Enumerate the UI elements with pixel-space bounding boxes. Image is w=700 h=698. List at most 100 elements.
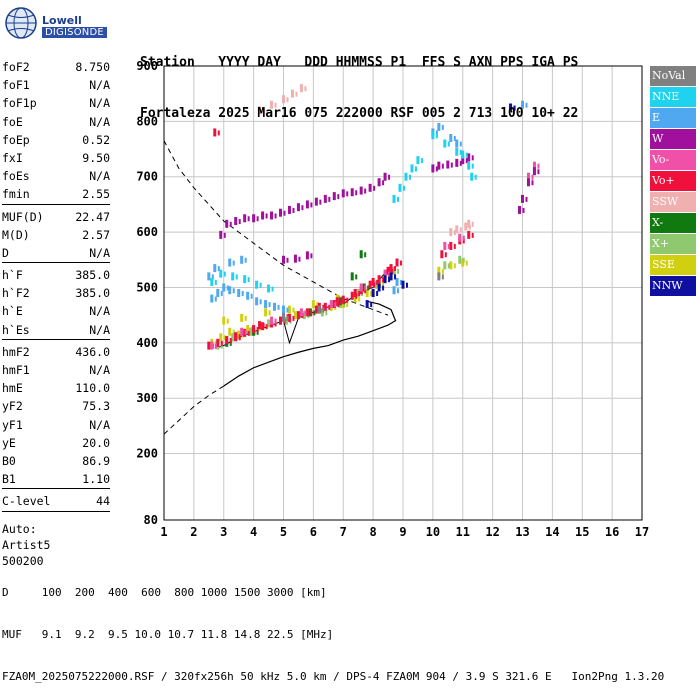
x-tick-label: 14 — [545, 525, 559, 539]
echo-point — [232, 329, 235, 335]
header-value: 713 — [468, 106, 493, 121]
echo-point — [296, 311, 300, 320]
echo-point — [255, 297, 259, 306]
echo-point — [437, 122, 441, 131]
echo-point — [229, 340, 232, 346]
echo-point — [471, 163, 474, 169]
echo-point — [388, 271, 391, 277]
muf-value: 22.5 — [267, 628, 294, 641]
echo-point — [216, 338, 220, 347]
echo-point — [355, 190, 358, 196]
header-value: 2 — [453, 106, 461, 121]
echo-point — [255, 280, 259, 289]
header-value: 2025 — [218, 106, 250, 121]
echo-point — [447, 263, 450, 269]
echo-point — [283, 210, 286, 216]
x-tick-label: 7 — [340, 525, 347, 539]
param-name: h`F2 — [2, 286, 30, 301]
echo-point — [395, 258, 399, 267]
echo-point — [305, 308, 309, 317]
echo-point — [295, 91, 298, 97]
echo-point — [238, 219, 241, 225]
param-row: h`F 385.0 — [2, 266, 110, 284]
echo-point — [376, 291, 379, 296]
distance-value: 200 — [74, 586, 95, 599]
echo-point — [247, 330, 250, 336]
echo-point — [270, 100, 274, 109]
echo-point — [310, 253, 313, 259]
echo-point — [450, 162, 453, 168]
echo-point — [446, 160, 450, 169]
echo-point — [403, 185, 406, 191]
legend-entry: NNE — [650, 87, 696, 107]
echo-point — [271, 286, 274, 292]
param-value: 8.750 — [75, 60, 110, 74]
echo-point — [247, 216, 250, 222]
echo-point — [270, 211, 274, 220]
header-label: DAY — [257, 55, 281, 70]
param-name: foF2 — [2, 60, 30, 74]
echo-point — [388, 277, 391, 283]
echo-point — [383, 275, 387, 284]
echo-point — [467, 153, 471, 162]
globe-icon — [5, 7, 37, 39]
param-row: MUF(D) 22.47 — [2, 208, 110, 226]
echo-point — [240, 255, 244, 264]
echo-point — [210, 341, 214, 350]
param-value: 9.50 — [82, 150, 110, 165]
lowell-digisonde-logo: Lowell DIGISONDE — [2, 4, 122, 44]
y-tick-label: 400 — [136, 336, 158, 350]
echo-point — [310, 310, 313, 316]
echo-point — [459, 149, 462, 155]
echo-point — [286, 307, 289, 313]
echo-point — [455, 139, 459, 148]
echo-point — [522, 207, 525, 213]
echo-point — [388, 174, 391, 180]
echo-point — [513, 105, 516, 111]
logo-brand: Lowell — [42, 14, 82, 27]
echo-point — [359, 186, 363, 195]
echo-point — [382, 285, 385, 291]
echo-point — [341, 295, 345, 304]
echo-point — [322, 307, 325, 313]
footer-info: D 100 200 400 600 800 1000 1500 3000 [km… — [2, 558, 664, 698]
param-row: fxI 9.50 — [2, 149, 110, 167]
echo-point — [467, 219, 471, 228]
param-value: N/A — [89, 78, 110, 93]
echo-point — [406, 282, 408, 288]
header-label: PS — [562, 55, 579, 70]
scaled-trace — [214, 265, 392, 349]
header-label: HHMMSS — [335, 55, 383, 70]
autoscaling-info: Auto: Artist5 500200 — [2, 521, 110, 569]
x-tick-label: 3 — [220, 525, 227, 539]
x-tick-label: 16 — [605, 525, 619, 539]
echo-point — [282, 313, 285, 322]
echo-point — [292, 315, 295, 321]
echo-point — [397, 268, 400, 274]
echo-point — [234, 217, 238, 226]
echo-point — [317, 305, 321, 314]
echo-point — [287, 313, 291, 322]
echo-point — [334, 302, 337, 308]
param-row: fmin 2.55 — [2, 185, 110, 203]
echo-point — [274, 102, 277, 108]
muf-value: 14.8 — [233, 628, 261, 641]
echo-point — [453, 230, 456, 236]
echo-point — [332, 300, 336, 309]
echo-point — [455, 147, 459, 156]
echo-point — [521, 194, 524, 203]
echo-point — [258, 106, 262, 115]
x-tick-label: 17 — [635, 525, 649, 539]
header-label: S — [453, 55, 461, 70]
param-value: 1.10 — [82, 472, 110, 487]
echo-point — [292, 307, 295, 313]
param-value: 0.52 — [82, 132, 110, 147]
echo-point — [282, 305, 285, 314]
echo-point — [521, 100, 524, 109]
echo-point — [408, 174, 411, 180]
echo-point — [261, 211, 265, 220]
echo-point — [459, 160, 462, 166]
echo-point — [250, 293, 253, 299]
echo-point — [356, 289, 360, 297]
param-value: 2.55 — [82, 187, 110, 202]
